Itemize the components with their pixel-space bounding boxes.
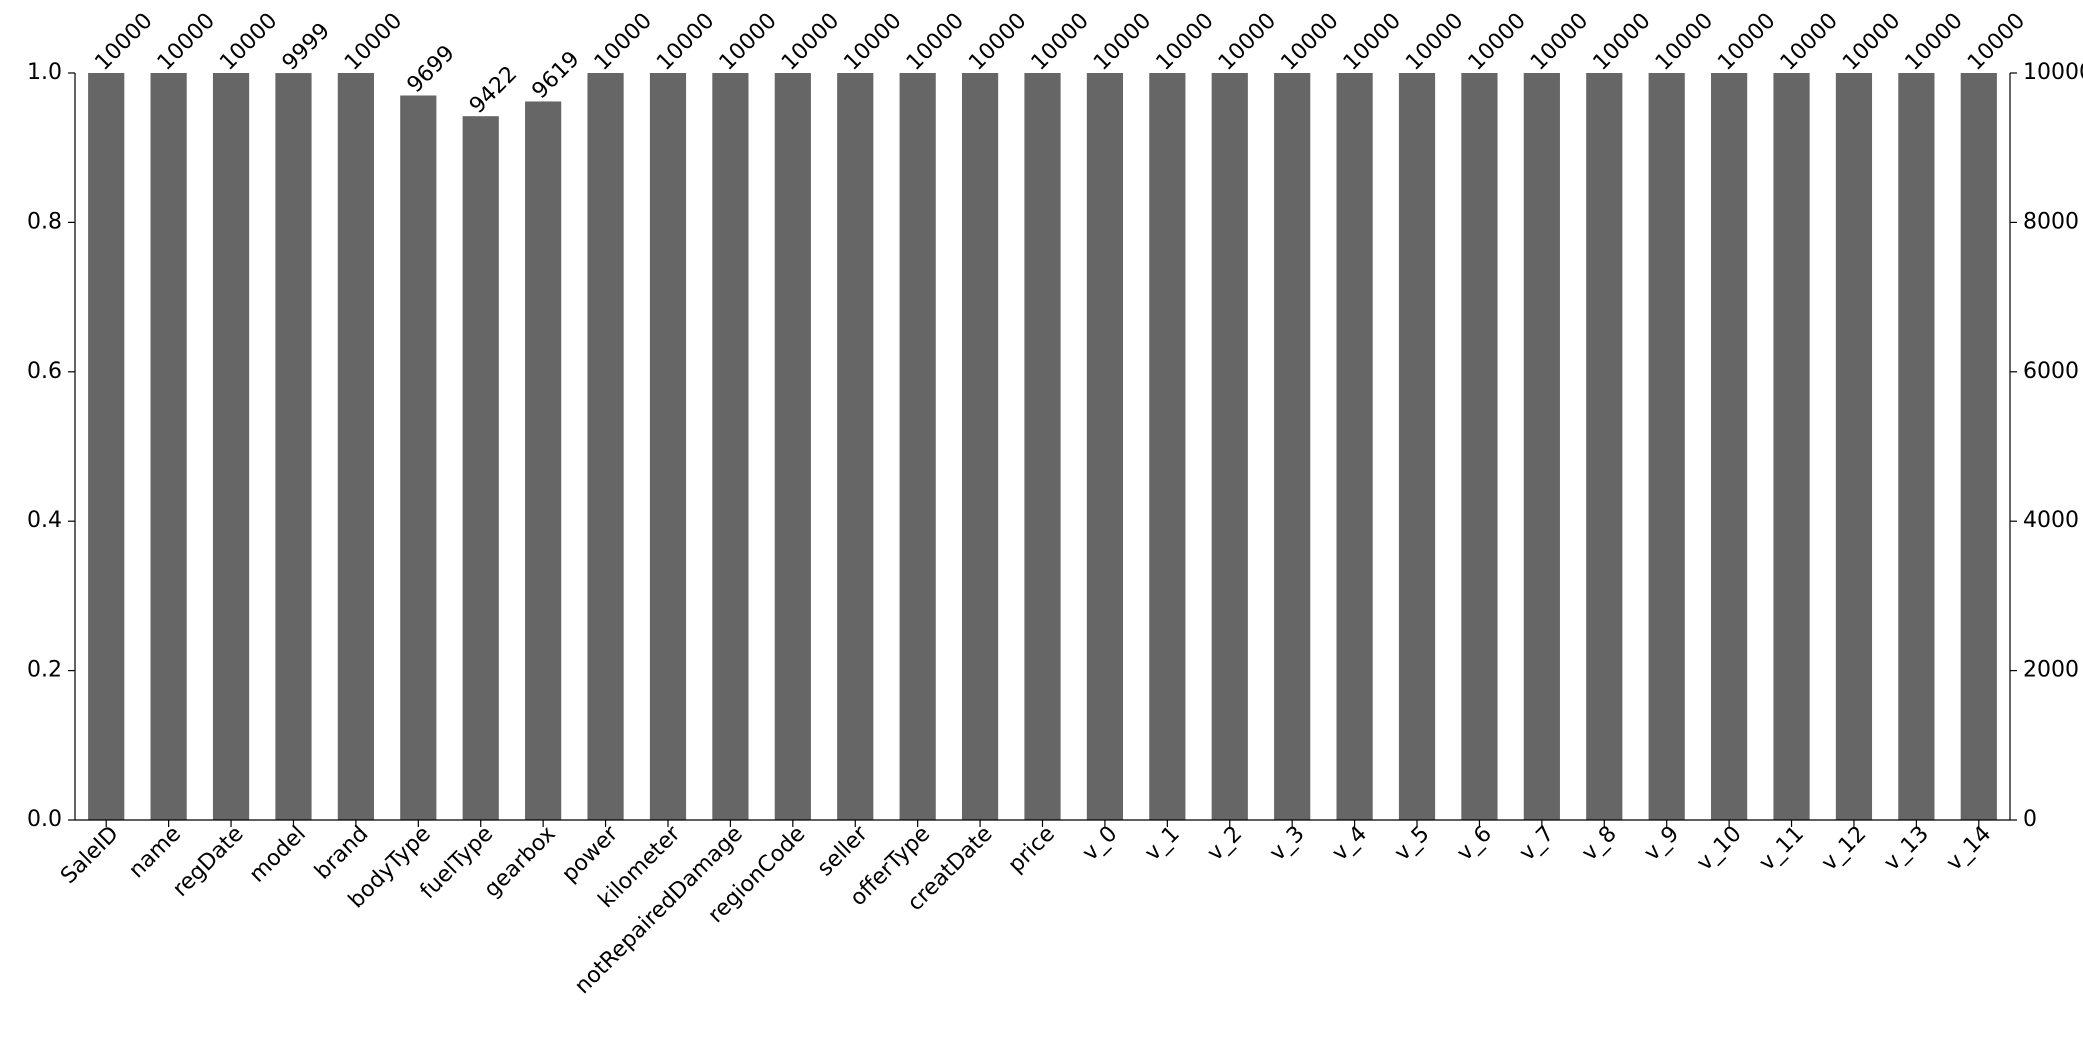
bar: 10000 — [338, 73, 374, 820]
bar: 10000 — [1649, 73, 1685, 820]
bar: 10000 — [1461, 73, 1497, 820]
y-left-tick-label: 0.0 — [27, 807, 62, 832]
y-right-tick-label: 4000 — [2023, 508, 2079, 533]
bar: 10000 — [1212, 73, 1248, 820]
bar: 9619 — [525, 101, 561, 820]
bar: 10000 — [213, 73, 249, 820]
bar: 9422 — [463, 116, 499, 820]
bar: 10000 — [1773, 73, 1809, 820]
bar: 10000 — [1087, 73, 1123, 820]
y-left-tick-label: 0.6 — [27, 359, 62, 384]
bar: 10000 — [1836, 73, 1872, 820]
bar: 9999 — [275, 73, 311, 820]
bar: 10000 — [712, 73, 748, 820]
bar: 10000 — [1524, 73, 1560, 820]
bar: 10000 — [900, 73, 936, 820]
bar: 10000 — [1024, 73, 1060, 820]
y-right-tick-label: 2000 — [2023, 658, 2079, 683]
bar: 10000 — [962, 73, 998, 820]
bar-chart: 10000 10000 10000 9999 10000 9699 9422 9619 1000… — [0, 0, 2083, 1049]
y-right-tick-label: 6000 — [2023, 359, 2079, 384]
y-left-tick-label: 0.4 — [27, 508, 62, 533]
y-left-tick-label: 0.2 — [27, 658, 62, 683]
bar: 10000 — [1586, 73, 1622, 820]
bar: 10000 — [1399, 73, 1435, 820]
bar: 10000 — [88, 73, 124, 820]
bar: 10000 — [775, 73, 811, 820]
bar: 10000 — [1961, 73, 1997, 820]
y-right-tick-label: 10000 — [2023, 60, 2083, 85]
bar: 9699 — [400, 95, 436, 820]
bar: 10000 — [1898, 73, 1934, 820]
bar: 10000 — [837, 73, 873, 820]
y-left-tick-label: 1.0 — [27, 60, 62, 85]
bar: 10000 — [1149, 73, 1185, 820]
bar: 10000 — [1337, 73, 1373, 820]
bar: 10000 — [1711, 73, 1747, 820]
bar: 10000 — [151, 73, 187, 820]
y-right-tick-label: 0 — [2023, 807, 2037, 832]
bar: 10000 — [587, 73, 623, 820]
y-left-tick-label: 0.8 — [27, 209, 62, 234]
y-right-tick-label: 8000 — [2023, 209, 2079, 234]
bar: 10000 — [650, 73, 686, 820]
bar: 10000 — [1274, 73, 1310, 820]
